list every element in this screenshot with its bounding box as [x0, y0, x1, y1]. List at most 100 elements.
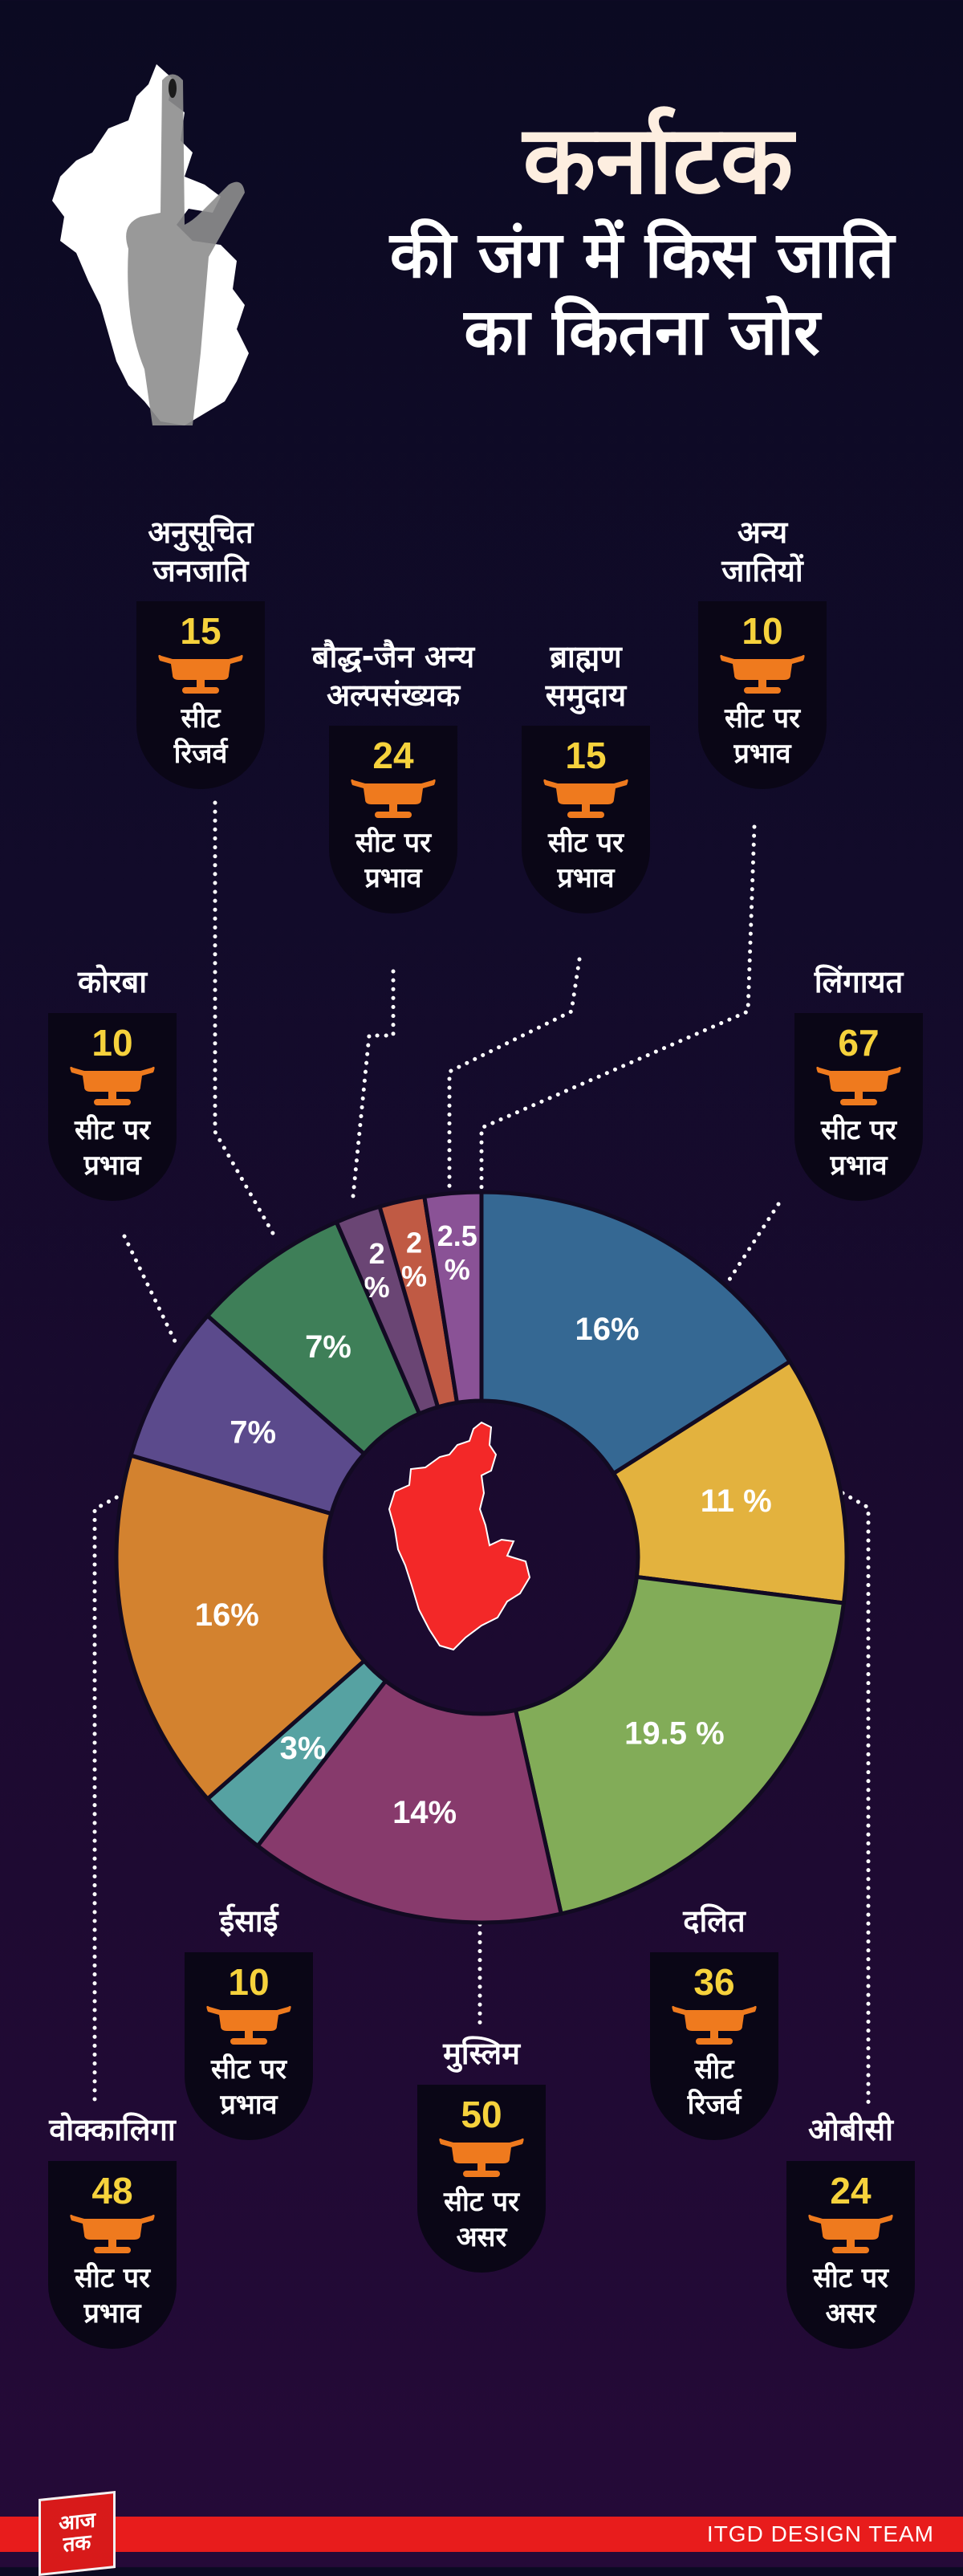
donut-slice-label: 7%: [230, 1414, 276, 1450]
donut-slice-label: 7%: [305, 1329, 351, 1365]
subtitle-line-1: की जंग में किस जाति: [389, 218, 895, 292]
callout-dalit: दलित 36 सीट रिजर्व: [634, 1902, 794, 2140]
seat-count: 50: [461, 2093, 502, 2135]
karnataka-map-with-finger-illustration: [52, 64, 249, 425]
subtitle-line-2: का कितना जोर: [464, 295, 820, 369]
seat-desc-line-1: सीट पर: [444, 2185, 519, 2218]
seat-card: 24 सीट पर प्रभाव: [329, 726, 457, 914]
callout-name: कोरबा: [77, 964, 148, 999]
donut-slice-labels: 16%11 %19.5 %14%3%16%7%7%2 %2 %2.5%: [195, 1219, 772, 1830]
seat-card: 48 सीट पर प्रभाव: [48, 2160, 177, 2349]
seat-count: 67: [838, 1021, 880, 1064]
donut-slices: [114, 1190, 849, 1925]
seat-desc-line-2: प्रभाव: [733, 738, 791, 771]
donut-slice-label: 11 %: [701, 1483, 772, 1519]
seat-count: 15: [565, 735, 607, 776]
callout-christian: ईसाई 10 सीट पर प्रभाव: [169, 1902, 329, 2140]
seat-desc-line-2: असर: [825, 2297, 876, 2330]
callout-korba: कोरबा 10 सीट पर प्रभाव: [32, 963, 193, 1201]
seat-desc-line-2: प्रभाव: [364, 862, 422, 895]
seat-card: 50 सीट पर असर: [417, 2084, 546, 2273]
seat-card: 24 सीट पर असर: [786, 2160, 915, 2349]
seat-desc-line-1: सीट पर: [821, 1113, 896, 1146]
callout-brahmin: ब्राह्मण समुदाय 15 सीट पर प्रभाव: [506, 638, 666, 914]
donut-slice: [422, 1190, 484, 1405]
donut-slice: [114, 1453, 367, 1801]
seat-chair-icon: [158, 654, 243, 694]
callout-name: दलित: [683, 1903, 746, 1939]
seat-desc-line-1: सीट पर: [75, 2261, 150, 2294]
callout-name: ईसाई: [219, 1903, 278, 1939]
seat-chair-icon: [543, 779, 628, 818]
aaj-tak-logo: आज तक: [39, 2490, 116, 2576]
donut-slice: [255, 1679, 563, 1925]
callout-obc: ओबीसी 24 सीट पर असर: [770, 2111, 931, 2349]
seat-chair-icon: [672, 2005, 757, 2045]
seat-desc-line-1: सीट: [694, 2053, 734, 2086]
seat-desc-line-1: सीट पर: [548, 827, 624, 859]
seat-chair-icon: [808, 2214, 893, 2253]
callout-name: लिंगायत: [814, 964, 904, 999]
seat-card: 15 सीट पर प्रभाव: [522, 726, 650, 914]
seat-card: 10 सीट पर प्रभाव: [185, 1951, 313, 2140]
seat-count: 24: [372, 735, 414, 776]
donut-slice-label: 2%: [364, 1237, 390, 1304]
seat-card: 10 सीट पर प्रभाव: [48, 1012, 177, 1201]
seat-desc-line-1: सीट पर: [725, 702, 800, 735]
seat-chair-icon: [720, 654, 805, 694]
karnataka-map-icon: [388, 1421, 531, 1651]
design-credit: ITGD DESIGN TEAM: [706, 2521, 934, 2546]
donut-slice-label: 2.5%: [437, 1219, 477, 1286]
seat-count: 10: [91, 1021, 133, 1064]
page-title: कर्नाटक: [522, 104, 794, 215]
seat-chair-icon: [351, 779, 436, 818]
seat-count: 15: [180, 610, 221, 652]
seat-card: 67 सीट पर प्रभाव: [794, 1012, 923, 1201]
footer-bar: [0, 2517, 963, 2552]
page-subtitle: की जंग में किस जाति का कितना जोर: [377, 217, 907, 371]
donut-slice-label: 16%: [575, 1312, 640, 1347]
donut-slice: [479, 1190, 792, 1476]
seat-desc-line-2: प्रभाव: [83, 1149, 141, 1182]
seat-desc-line-1: सीट: [181, 702, 221, 735]
seat-card: 36 सीट रिजर्व: [650, 1951, 778, 2140]
donut-slice-label: 14%: [392, 1795, 457, 1830]
callout-vokkaliga: वोक्कालिगा 48 सीट पर प्रभाव: [16, 2111, 209, 2349]
callout-name: ओबीसी: [808, 2112, 893, 2147]
seat-count: 36: [693, 1960, 735, 2003]
seat-count: 10: [742, 610, 783, 652]
callout-name: अन्य जातियों: [721, 515, 803, 588]
seat-desc-line-2: प्रभाव: [830, 1149, 888, 1182]
seat-desc-line-2: प्रभाव: [557, 862, 615, 895]
seat-chair-icon: [439, 2138, 524, 2177]
callout-others: अन्य जातियों 10 सीट पर प्रभाव: [682, 514, 843, 790]
donut-slice-label: 19.5 %: [624, 1716, 725, 1752]
seat-chair-icon: [816, 1066, 901, 1105]
seat-desc-line-1: सीट पर: [211, 2053, 286, 2086]
callout-st: अनुसूचित जनजाति 15 सीट रिजर्व: [120, 514, 281, 790]
donut-slice-label: 2%: [401, 1226, 427, 1292]
donut-slice-label: 3%: [280, 1731, 327, 1766]
callout-muslim: मुस्लिम 50 सीट पर असर: [401, 2035, 562, 2273]
callout-name: बौद्ध-जैन अन्य अल्पसंख्यक: [311, 639, 475, 713]
logo-line-2: तक: [63, 2530, 91, 2558]
seat-desc-line-2: रिजर्व: [687, 2088, 742, 2121]
seat-count: 10: [228, 1960, 270, 2003]
seat-count: 24: [830, 2169, 872, 2212]
callout-name: मुस्लिम: [443, 2036, 520, 2071]
seat-desc-line-1: सीट पर: [356, 827, 431, 859]
callout-name: ब्राह्मण समुदाय: [545, 639, 627, 713]
seat-desc-line-2: असर: [456, 2220, 507, 2253]
seat-chair-icon: [70, 1066, 155, 1105]
seat-desc-line-1: सीट पर: [813, 2261, 888, 2294]
seat-desc-line-2: प्रभाव: [220, 2088, 278, 2121]
callout-name: अनुसूचित जनजाति: [148, 515, 254, 588]
seat-card: 15 सीट रिजर्व: [136, 601, 265, 790]
donut-slice-label: 16%: [195, 1597, 259, 1633]
callout-lingayat: लिंगायत 67 सीट पर प्रभाव: [778, 963, 939, 1201]
seat-count: 48: [91, 2169, 133, 2212]
callout-buddhist-jain: बौद्ध-जैन अन्य अल्पसंख्यक 24 सीट पर प्रभ…: [289, 638, 498, 914]
donut-slice: [612, 1359, 849, 1605]
donut-slice: [514, 1574, 846, 1916]
